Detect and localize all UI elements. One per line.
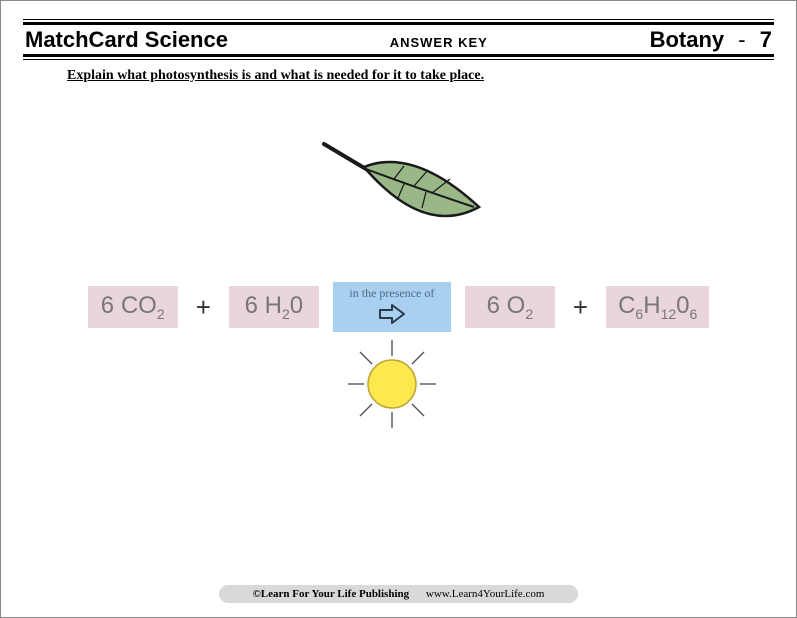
topic-dash: - (738, 27, 745, 52)
mid-rule-thick (23, 54, 774, 57)
page-number: 7 (760, 27, 772, 52)
leaf-icon (304, 132, 494, 242)
term-o2: 6 O2 (465, 286, 555, 328)
topic-block: Botany - 7 (650, 27, 772, 53)
answer-key-label: Answer Key (390, 35, 488, 50)
top-rule-thin (23, 19, 774, 20)
footer-bar: ©Learn For Your Life Publishing www.Lear… (219, 585, 579, 603)
header-row: MatchCard Science Answer Key Botany - 7 (23, 25, 774, 54)
term-h2o: 6 H20 (229, 286, 319, 328)
worksheet-page: MatchCard Science Answer Key Botany - 7 … (1, 1, 796, 617)
presence-block: in the presence of (333, 282, 451, 332)
brand-title: MatchCard Science (25, 27, 228, 53)
sun-icon (342, 334, 442, 439)
leaf-illustration (23, 132, 774, 242)
presence-label: in the presence of (333, 282, 451, 303)
copyright-text: ©Learn For Your Life Publishing (253, 588, 410, 600)
prompt-text: Explain what photosynthesis is and what … (23, 62, 774, 84)
plus-2: + (569, 292, 592, 323)
footer-url: www.Learn4YourLife.com (426, 588, 545, 600)
mid-rule-thin (23, 59, 774, 60)
arrow-icon (333, 303, 451, 332)
term-co2: 6 CO2 (88, 286, 178, 328)
photosynthesis-equation: 6 CO2 + 6 H20 in the presence of (23, 282, 774, 332)
plus-1: + (192, 292, 215, 323)
term-glucose: C6H1206 (606, 286, 709, 328)
topic-name: Botany (650, 27, 725, 52)
